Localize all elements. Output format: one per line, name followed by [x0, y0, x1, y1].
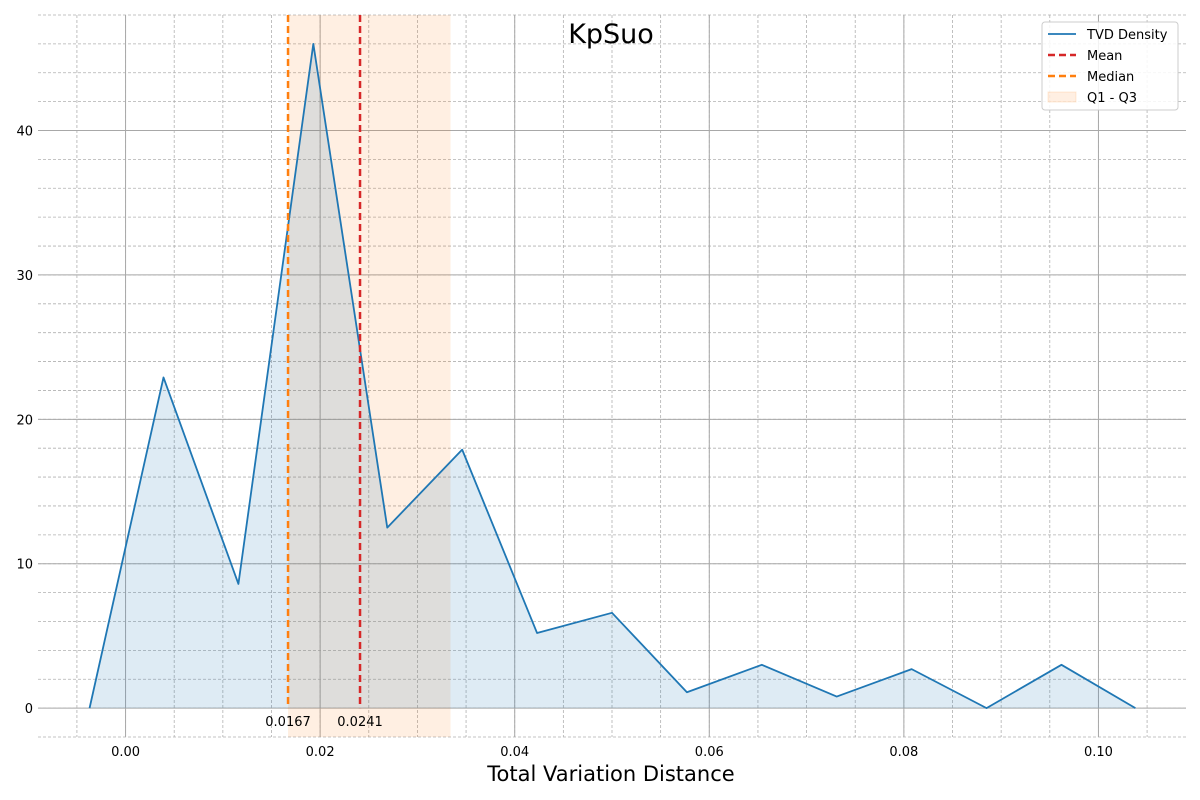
y-tick-label: 30	[16, 269, 33, 284]
x-tick-label: 0.02	[306, 745, 335, 760]
x-tick-label: 0.04	[500, 745, 529, 760]
mean-value-label: 0.0241	[337, 715, 383, 730]
median-value-label: 0.0167	[265, 715, 311, 730]
density-area-fill	[89, 43, 1136, 709]
annotations-layer: 0.0241 0.0167	[265, 715, 382, 730]
reference-lines-layer	[286, 15, 362, 709]
y-tick-label: 0	[25, 702, 33, 717]
legend-swatch	[1047, 91, 1077, 103]
legend-label: Q1 - Q3	[1087, 91, 1137, 106]
quartile-band-layer	[288, 15, 451, 737]
legend-label: Mean	[1087, 49, 1122, 64]
x-tick-label: 0.08	[889, 745, 918, 760]
legend-label: Median	[1087, 70, 1134, 85]
y-tick-label: 40	[16, 125, 33, 140]
y-tick-label: 10	[16, 558, 33, 573]
x-tick-label: 0.06	[695, 745, 724, 760]
legend: TVD Density Mean Median Q1 - Q3	[1041, 21, 1179, 111]
quartile-band	[288, 15, 451, 737]
x-tick-label: 0.00	[111, 745, 140, 760]
x-axis-ticks: 0.00 0.02 0.04 0.06 0.08 0.10	[111, 745, 1113, 760]
legend-box	[1041, 21, 1179, 111]
y-axis-ticks: 0 10 20 30 40	[16, 125, 33, 718]
x-tick-label: 0.10	[1084, 745, 1113, 760]
chart-title: KpSuo	[568, 19, 654, 50]
x-axis-label: Total Variation Distance	[486, 762, 734, 786]
legend-label: TVD Density	[1086, 28, 1168, 43]
series-layer	[88, 42, 1136, 710]
major-grid	[38, 15, 1186, 737]
y-tick-label: 20	[16, 413, 33, 428]
